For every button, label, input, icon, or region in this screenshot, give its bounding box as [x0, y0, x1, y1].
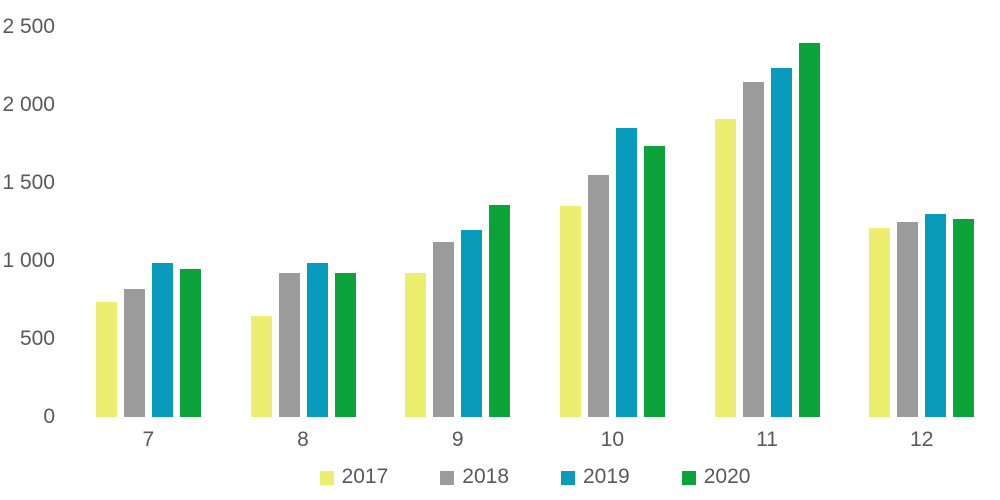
- y-tick-label: 0: [43, 405, 55, 428]
- x-tick-label-9: 9: [451, 428, 464, 451]
- bar-2017-month-7: [95, 301, 117, 417]
- legend-item-2018: 2018: [440, 466, 509, 488]
- legend: 2017 2018 2019 2020: [71, 463, 999, 491]
- legend-label: 2020: [703, 465, 751, 488]
- legend-item-2020: 2020: [681, 465, 751, 488]
- bar-2017-month-9: [405, 273, 427, 417]
- bar-group-11: [690, 27, 845, 417]
- bar-2019-month-7: [151, 263, 173, 417]
- x-tick-label-7: 7: [142, 428, 155, 451]
- y-tick-label: 2 500: [2, 15, 55, 38]
- bar-group-10: [535, 27, 690, 417]
- bar-2017-month-11: [714, 119, 736, 417]
- x-tick-label-10: 10: [600, 428, 625, 451]
- bar-2018-month-10: [587, 175, 609, 417]
- y-tick-label: 1 000: [2, 249, 55, 272]
- legend-label: 2017: [341, 465, 389, 488]
- legend-swatch-icon: [440, 471, 455, 485]
- bar-2019-month-9: [461, 229, 483, 417]
- bar-2017-month-8: [250, 315, 272, 417]
- x-tick-label-11: 11: [756, 428, 778, 451]
- legend-label: 2019: [583, 465, 630, 488]
- bar-2020-month-8: [334, 272, 356, 417]
- bar-group-12: [844, 27, 999, 417]
- bar-group-7: [71, 27, 226, 417]
- legend-swatch-icon: [319, 471, 334, 485]
- y-tick-label: 1 500: [2, 171, 55, 194]
- x-tick-label-8: 8: [297, 428, 309, 451]
- bar-2017-month-12: [869, 228, 891, 417]
- bar-2019-month-12: [925, 214, 947, 417]
- bar-2018-month-7: [123, 289, 145, 417]
- legend-swatch-icon: [561, 471, 575, 485]
- bar-2019-month-8: [306, 263, 328, 417]
- bar-group-8: [226, 27, 381, 417]
- y-tick-label: 2 000: [2, 93, 55, 116]
- legend-item-2019: 2019: [561, 466, 630, 488]
- legend-item-2017: 2017: [319, 465, 389, 488]
- bar-group-9: [380, 27, 535, 417]
- legend-label: 2018: [462, 465, 509, 488]
- x-tick-label-12: 12: [910, 428, 934, 451]
- bar-2020-month-9: [489, 204, 511, 417]
- bar-2018-month-12: [897, 222, 919, 417]
- bar-2019-month-10: [615, 128, 637, 417]
- x-axis: 7 8 9 10 11 12: [71, 425, 999, 455]
- legend-swatch-icon: [681, 471, 696, 485]
- bar-2019-month-11: [770, 67, 792, 417]
- bar-2020-month-11: [798, 42, 820, 417]
- bar-2020-month-7: [179, 268, 201, 417]
- plot-area: [71, 27, 999, 417]
- bar-2020-month-10: [643, 145, 665, 417]
- bar-2020-month-12: [953, 218, 975, 417]
- bar-2018-month-11: [742, 81, 764, 417]
- y-tick-label: 500: [19, 327, 55, 350]
- bar-2017-month-10: [559, 206, 581, 417]
- bar-2018-month-8: [278, 272, 300, 417]
- bar-2018-month-9: [433, 241, 455, 417]
